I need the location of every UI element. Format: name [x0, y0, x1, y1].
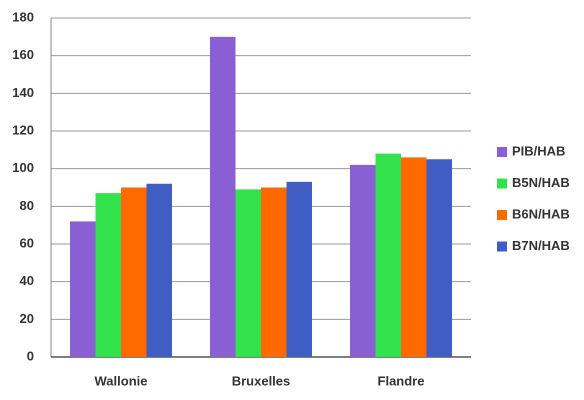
legend-label: B5N/HAB: [512, 175, 570, 190]
x-tick-label: Bruxelles: [232, 373, 291, 388]
bar: [426, 159, 452, 357]
x-tick-label: Flandre: [378, 373, 425, 388]
bar: [375, 153, 401, 357]
y-tick-label: 20: [20, 311, 34, 326]
y-tick-label: 80: [20, 198, 34, 213]
y-tick-label: 160: [12, 47, 34, 62]
y-tick-label: 140: [12, 85, 34, 100]
bar: [95, 193, 121, 357]
bar: [210, 36, 236, 357]
y-tick-label: 180: [12, 9, 34, 24]
legend-swatch: [497, 210, 507, 220]
y-tick-label: 60: [20, 235, 34, 250]
legend-swatch: [497, 178, 507, 189]
bar: [70, 221, 96, 357]
x-tick-label: Wallonie: [95, 373, 148, 388]
legend-label: B6N/HAB: [512, 206, 570, 221]
bar: [121, 187, 147, 357]
legend-swatch: [497, 147, 507, 157]
bar: [261, 187, 287, 357]
bar: [146, 183, 172, 357]
y-tick-label: 120: [12, 122, 34, 137]
y-tick-label: 100: [12, 160, 34, 175]
legend-swatch: [497, 241, 507, 252]
y-tick-label: 40: [20, 273, 34, 288]
bar: [235, 189, 261, 357]
bar: [286, 181, 312, 357]
bar: [350, 164, 376, 357]
legend-label: PIB/HAB: [512, 143, 565, 158]
legend-label: B7N/HAB: [512, 238, 570, 253]
y-tick-label: 0: [27, 348, 34, 363]
bar: [401, 157, 427, 357]
